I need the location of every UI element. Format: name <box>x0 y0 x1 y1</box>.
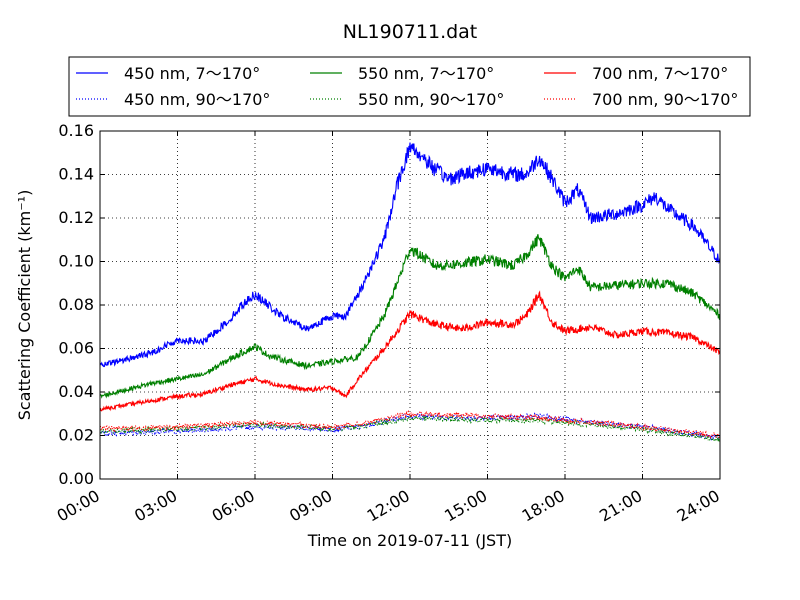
series-group <box>100 142 720 444</box>
series-line-6 <box>100 409 720 439</box>
y-tick-labels: 0.00 0.02 0.04 0.06 0.08 0.10 0.12 0.14 0.16 <box>58 121 94 488</box>
y-tick-label: 0.04 <box>58 382 94 401</box>
legend-label-2: 450 nm, 90～170° <box>124 90 270 109</box>
legend-box <box>68 56 751 117</box>
legend-label-1: 450 nm, 7～170° <box>124 64 260 83</box>
y-axis-label: Scattering Coefficient (km⁻¹) <box>15 190 34 421</box>
legend: 450 nm, 7～170° 450 nm, 90～170° 550 nm, 7～1… <box>68 56 751 117</box>
series-line-1 <box>100 142 720 368</box>
axis-ticks <box>99 130 721 480</box>
y-tick-label: 0.16 <box>58 121 94 140</box>
y-tick-label: 0.06 <box>58 339 94 358</box>
y-tick-label: 0.08 <box>58 295 94 314</box>
series-line-4 <box>100 414 720 444</box>
series-line-5 <box>100 290 720 412</box>
legend-label-6: 700 nm, 90～170° <box>592 90 738 109</box>
y-tick-label: 0.10 <box>58 252 94 271</box>
y-tick-label: 0.00 <box>58 469 94 488</box>
legend-entries: 450 nm, 7～170° 450 nm, 90～170° 550 nm, 7～1… <box>76 64 738 109</box>
legend-label-4: 550 nm, 90～170° <box>358 90 504 109</box>
chart-title: NL190711.dat <box>343 21 478 43</box>
series-line-3 <box>100 234 720 399</box>
x-axis-label: Time on 2019-07-11 (JST) <box>307 531 512 550</box>
y-tick-label: 0.14 <box>58 165 94 184</box>
y-tick-label: 0.02 <box>58 426 94 445</box>
legend-label-3: 550 nm, 7～170° <box>358 64 494 83</box>
y-tick-label: 0.12 <box>58 208 94 227</box>
legend-label-5: 700 nm, 7～170° <box>592 64 728 83</box>
